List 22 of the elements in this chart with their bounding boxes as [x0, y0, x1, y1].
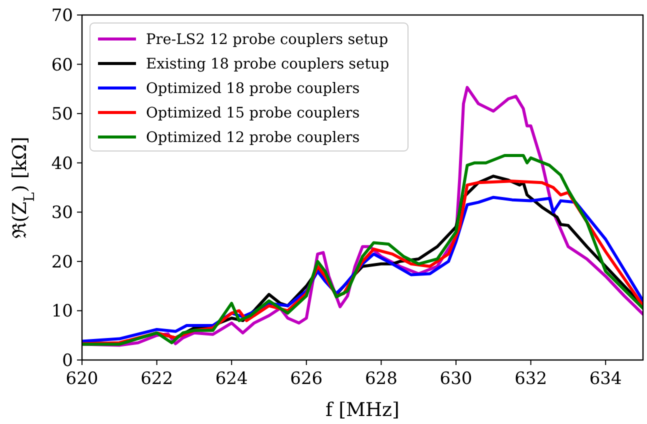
legend-label: Optimized 18 probe couplers [146, 81, 360, 97]
x-tick-label: 626 [290, 369, 323, 389]
x-tick-label: 620 [66, 369, 98, 389]
legend-label: Optimized 12 probe couplers [146, 130, 360, 146]
y-tick-label: 10 [51, 302, 73, 322]
x-tick-label: 624 [215, 369, 248, 389]
y-tick-label: 40 [51, 154, 73, 174]
x-tick-label: 630 [440, 369, 472, 389]
x-axis-title: f [MHz] [326, 399, 400, 421]
x-tick-label: 632 [514, 369, 548, 389]
legend-label: Existing 18 probe couplers setup [146, 56, 390, 72]
y-tick-label: 50 [51, 104, 73, 125]
legend-label: Optimized 15 probe couplers [146, 106, 360, 122]
y-tick-label: 70 [51, 6, 73, 26]
y-tick-label: 60 [51, 55, 73, 76]
legend-label: Pre-LS2 12 probe couplers setup [146, 32, 388, 48]
x-tick-label: 622 [140, 369, 174, 389]
y-tick-label: 30 [51, 203, 73, 224]
y-tick-label: 20 [51, 252, 73, 272]
x-tick-label: 628 [364, 369, 398, 389]
x-tick-label: 634 [589, 369, 622, 389]
y-tick-label: 0 [62, 351, 73, 371]
